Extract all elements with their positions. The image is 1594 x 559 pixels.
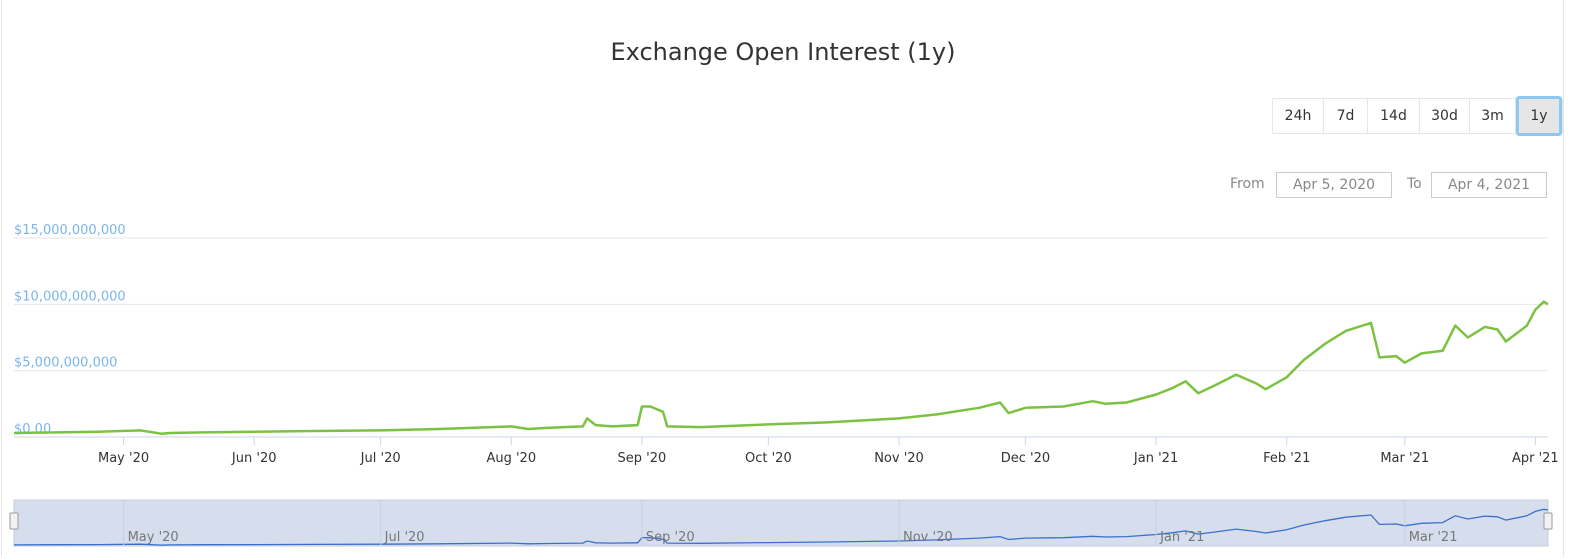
navigator-left-handle[interactable] <box>9 512 19 530</box>
x-tick-label: May '20 <box>98 451 149 466</box>
x-tick-label: Mar '21 <box>1380 451 1429 466</box>
x-tick-label: Apr '21 <box>1512 451 1559 466</box>
navigator[interactable]: May '20 Jul '20 Sep '20 Nov '20 Jan '21 Mar '… <box>9 499 1553 547</box>
x-tick-label: Nov '20 <box>874 451 924 466</box>
y-tick-label: $15,000,000,000 <box>14 223 126 238</box>
to-date-input[interactable]: Apr 4, 2021 <box>1431 172 1547 198</box>
navigator-tick-label: Jan '21 <box>1159 530 1204 545</box>
x-tick-label: Oct '20 <box>745 451 792 466</box>
navigator-tick-label: Jul '20 <box>384 530 425 545</box>
x-tick-label: Dec '20 <box>1001 451 1050 466</box>
x-axis-ticks: May '20 Jun '20 Jul '20 Aug '20 Sep '20 Oct '… <box>98 437 1559 466</box>
y-tick-label: $10,000,000,000 <box>14 289 126 304</box>
range-button-24h[interactable]: 24h <box>1273 99 1324 133</box>
range-button-7d[interactable]: 7d <box>1324 99 1368 133</box>
gridlines <box>14 237 1548 438</box>
navigator-right-handle[interactable] <box>1543 512 1553 530</box>
range-button-30d[interactable]: 30d <box>1420 99 1470 133</box>
navigator-tick-label: May '20 <box>128 530 179 545</box>
from-label: From <box>1230 176 1265 192</box>
y-axis-ticks: $0.00 $5,000,000,000 $10,000,000,000 $15,00… <box>14 223 126 437</box>
y-tick-label: $0.00 <box>14 422 51 437</box>
range-selector: 24h 7d 14d 30d 3m 1y <box>1272 96 1563 136</box>
chart-title: Exchange Open Interest (1y) <box>610 38 956 66</box>
chart-frame <box>1 0 1564 557</box>
navigator-mask <box>13 499 1549 547</box>
navigator-tick-label: Nov '20 <box>903 530 953 545</box>
x-tick-label: Jul '20 <box>360 451 401 466</box>
navigator-line <box>13 508 1549 546</box>
range-button-1y[interactable]: 1y <box>1516 96 1562 136</box>
range-button-3m[interactable]: 3m <box>1470 99 1516 133</box>
x-tick-label: Jun '20 <box>231 451 277 466</box>
to-label: To <box>1407 176 1422 192</box>
series-line <box>13 300 1549 435</box>
x-tick-label: Aug '20 <box>486 451 536 466</box>
navigator-tick-label: Sep '20 <box>646 530 695 545</box>
x-tick-label: Feb '21 <box>1263 451 1310 466</box>
navigator-tick-label: Mar '21 <box>1409 530 1458 545</box>
range-button-14d[interactable]: 14d <box>1368 99 1420 133</box>
y-tick-label: $5,000,000,000 <box>14 356 117 371</box>
navigator-ticks: May '20 Jul '20 Sep '20 Nov '20 Jan '21 Mar '… <box>123 500 1458 546</box>
x-tick-label: Sep '20 <box>618 451 667 466</box>
x-tick-label: Jan '21 <box>1133 451 1178 466</box>
from-date-input[interactable]: Apr 5, 2020 <box>1276 172 1392 198</box>
